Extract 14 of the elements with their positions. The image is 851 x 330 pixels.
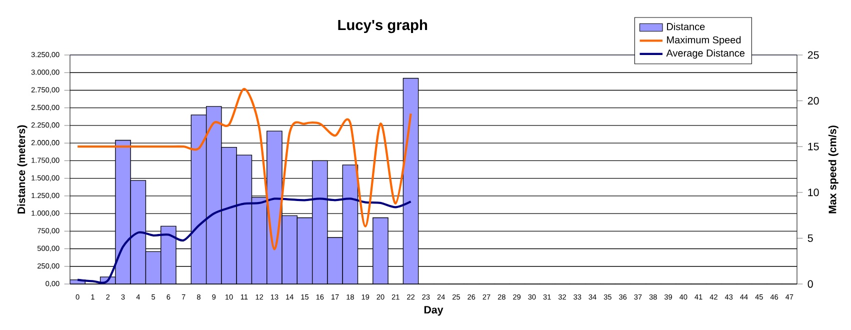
legend-label: Average Distance: [666, 49, 745, 59]
y2-tick-label: 10: [808, 188, 819, 196]
y2-tick-label: 15: [808, 142, 819, 150]
y2-tick-label: 20: [808, 97, 819, 105]
x-axis-title: Day: [424, 306, 444, 316]
legend-label: Maximum Speed: [667, 36, 741, 46]
y2-tick-label: 25: [808, 51, 819, 59]
line-series: [76, 88, 412, 250]
chart-title: Lucy's graph: [338, 19, 428, 34]
y2-tick-label: 5: [808, 234, 813, 242]
y2-axis-title: Max speed (cm/s): [828, 126, 838, 214]
legend-label: Distance: [667, 22, 705, 30]
y-axis-title: Distance (meters): [17, 125, 28, 214]
y2-tick-label: 0: [808, 280, 813, 288]
